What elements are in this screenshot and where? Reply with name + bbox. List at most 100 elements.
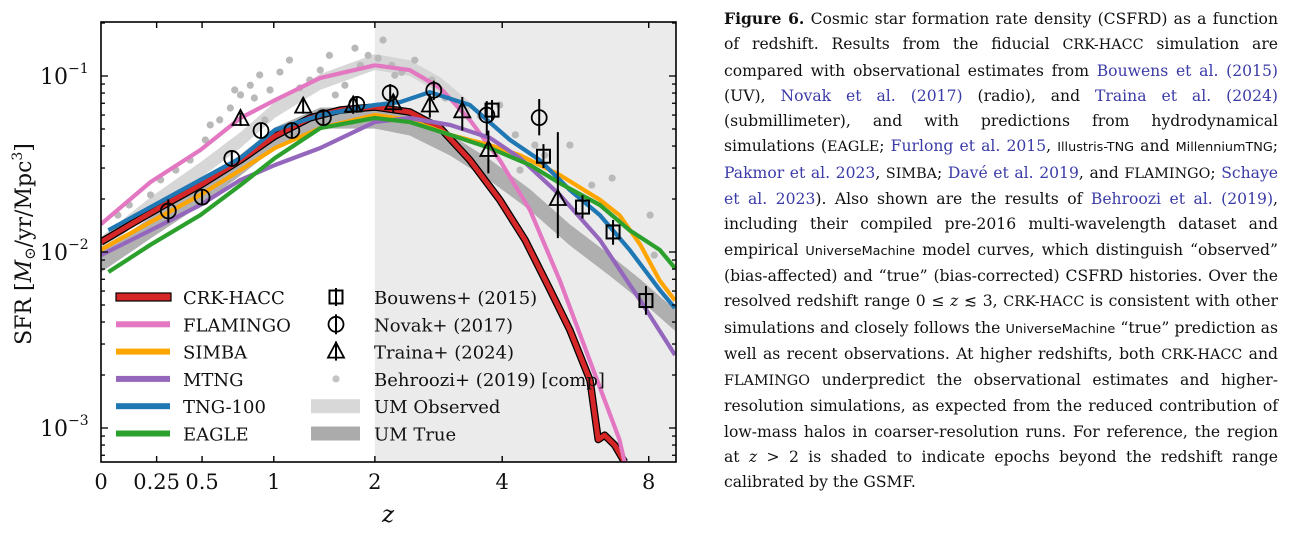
square-data-point [605, 224, 621, 240]
behroozi-data-point [566, 141, 574, 149]
caption-text: FLAMINGO [724, 373, 810, 390]
citation-link[interactable]: Novak et al. (2017) [780, 86, 963, 105]
circle-data-point [530, 109, 548, 127]
axes-frame [100, 21, 677, 463]
legend-label: Traina+ (2024) [374, 343, 514, 364]
legend-label: EAGLE [183, 425, 249, 446]
legend-label: Behroozi+ (2019) [comp] [374, 370, 605, 391]
behroozi-data-point [511, 131, 519, 139]
caption-text: EAGLE [827, 139, 880, 156]
circle-data-point [283, 122, 301, 139]
legend-swatch-flamingo [116, 321, 170, 328]
legend-label: UM True [374, 425, 456, 446]
behroozi-data-point [331, 91, 339, 99]
x-tick-label: 0.25 [133, 470, 180, 494]
y-tick-label: 10 [40, 241, 68, 266]
y-tick-exponent: −3 [68, 413, 89, 429]
behroozi-data-point [374, 54, 382, 62]
line-mtng [101, 115, 676, 357]
behroozi-data-point [608, 174, 616, 182]
behroozi-data-point [391, 71, 399, 79]
legend-swatch-crk-hacc [115, 292, 172, 302]
citation-link[interactable]: Bouwens et al. (2015) [1096, 61, 1278, 80]
square-data-point [535, 148, 551, 164]
um-bands [101, 54, 675, 331]
line-eagle [107, 115, 676, 274]
legend-label: TNG-100 [183, 397, 266, 418]
citation-link[interactable]: Behroozi et al. (2019) [1090, 190, 1274, 209]
behroozi-data-point [588, 181, 596, 189]
behroozi-data-point [236, 91, 245, 99]
caption-text: (submillimeter), and with predictions fr… [724, 112, 1278, 156]
behroozi-data-point [650, 251, 658, 259]
caption-text: ). Also shown are the results of [815, 190, 1091, 209]
behroozi-data-point [206, 121, 214, 129]
axis-ticks: 0 0.25 0.5 1 2 4 810−310−210−1 [40, 22, 676, 494]
legend-label: CRK-HACC [183, 288, 285, 309]
citation-link[interactable]: Furlong et al. 2015 [890, 137, 1047, 156]
legend-square-icon [328, 289, 344, 305]
caption-text: , [1046, 137, 1058, 156]
triangle-data-point [231, 108, 251, 126]
behroozi-data-point [516, 166, 524, 174]
triangle-data-point [478, 139, 498, 157]
y-tick-exponent: −1 [68, 61, 89, 77]
behroozi-data-point [246, 81, 254, 89]
caption-text: CRK-HACC [1062, 37, 1144, 54]
caption-text: MillenniumTNG [1175, 140, 1273, 156]
caption-text: ; [937, 163, 948, 182]
behroozi-data-point [541, 151, 549, 159]
behroozi-data-point [276, 68, 284, 76]
legend-band-um-observed [311, 399, 360, 414]
y-tick-exponent: −2 [68, 237, 89, 253]
legend-label: SIMBA [183, 343, 248, 364]
legend-circle-icon [327, 315, 345, 333]
legend-triangle-icon [326, 340, 346, 359]
circle-data-point [314, 109, 332, 127]
behroozi-data-point [364, 51, 372, 59]
caption-text: > 2 is shaded to indicate epochs beyond … [724, 448, 1278, 492]
x-axis-label: z [381, 502, 395, 528]
circle-data-point [223, 150, 241, 167]
legend-swatch-simba [116, 348, 170, 355]
citation-link[interactable]: Davé et al. 2019 [947, 163, 1079, 182]
caption-text: and [1134, 137, 1176, 156]
behroozi-data-point [411, 56, 419, 64]
caption-text: CRK-HACC [1161, 346, 1243, 363]
caption-body: Cosmic star formation rate density (CSFR… [724, 10, 1278, 491]
triangle-data-point [548, 188, 568, 206]
band-um-observed [101, 54, 470, 253]
caption-text: FLAMINGO [1124, 165, 1211, 182]
x-tick-label: 0 [94, 470, 107, 494]
citation-link[interactable]: Schaye et al. 2023 [724, 163, 1278, 209]
caption-text: , [875, 163, 886, 182]
caption-text: underpredict the observational estimates… [724, 371, 1278, 467]
behroozi-data-point [256, 71, 264, 79]
csfrd-chart: 0 0.25 0.5 1 2 4 810−310−210−1 CRK-HACCFLAMING… [10, 21, 677, 528]
line-crk-hacc [101, 104, 627, 462]
caption-text: (radio), and [962, 86, 1096, 105]
circle-data-point [159, 202, 177, 220]
x-tick-label: 8 [642, 470, 655, 494]
legend-swatch-eagle [116, 430, 170, 437]
caption-text: ; [1272, 137, 1278, 156]
behroozi-data-point [316, 66, 324, 74]
legend-swatch-tng-100 [116, 403, 170, 410]
caption-text: z [748, 448, 758, 467]
circle-data-point [425, 81, 443, 99]
line-flamingo [101, 63, 627, 462]
caption-text: z [950, 292, 959, 311]
csfrd-figure: 0 0.25 0.5 1 2 4 8 10 −3 10 −2 10 −1 CRK-HACC FLAMING… [10, 21, 677, 528]
legend-label: Novak+ (2017) [374, 315, 513, 336]
legend-swatch-mtng [116, 375, 170, 382]
caption-text: simulation are compared with observation… [724, 35, 1278, 80]
triangle-data-point [293, 95, 313, 114]
citation-link[interactable]: Traina et al. (2024) [1095, 86, 1278, 105]
x-tick-label: 2 [368, 470, 381, 494]
citation-link[interactable]: Pakmor et al. 2023 [724, 163, 876, 182]
caption-text: UniverseMachine [805, 243, 916, 259]
triangle-data-point [452, 100, 472, 119]
behroozi-data-point [646, 211, 654, 219]
behroozi-data-point [341, 81, 349, 89]
square-data-point [574, 199, 590, 215]
